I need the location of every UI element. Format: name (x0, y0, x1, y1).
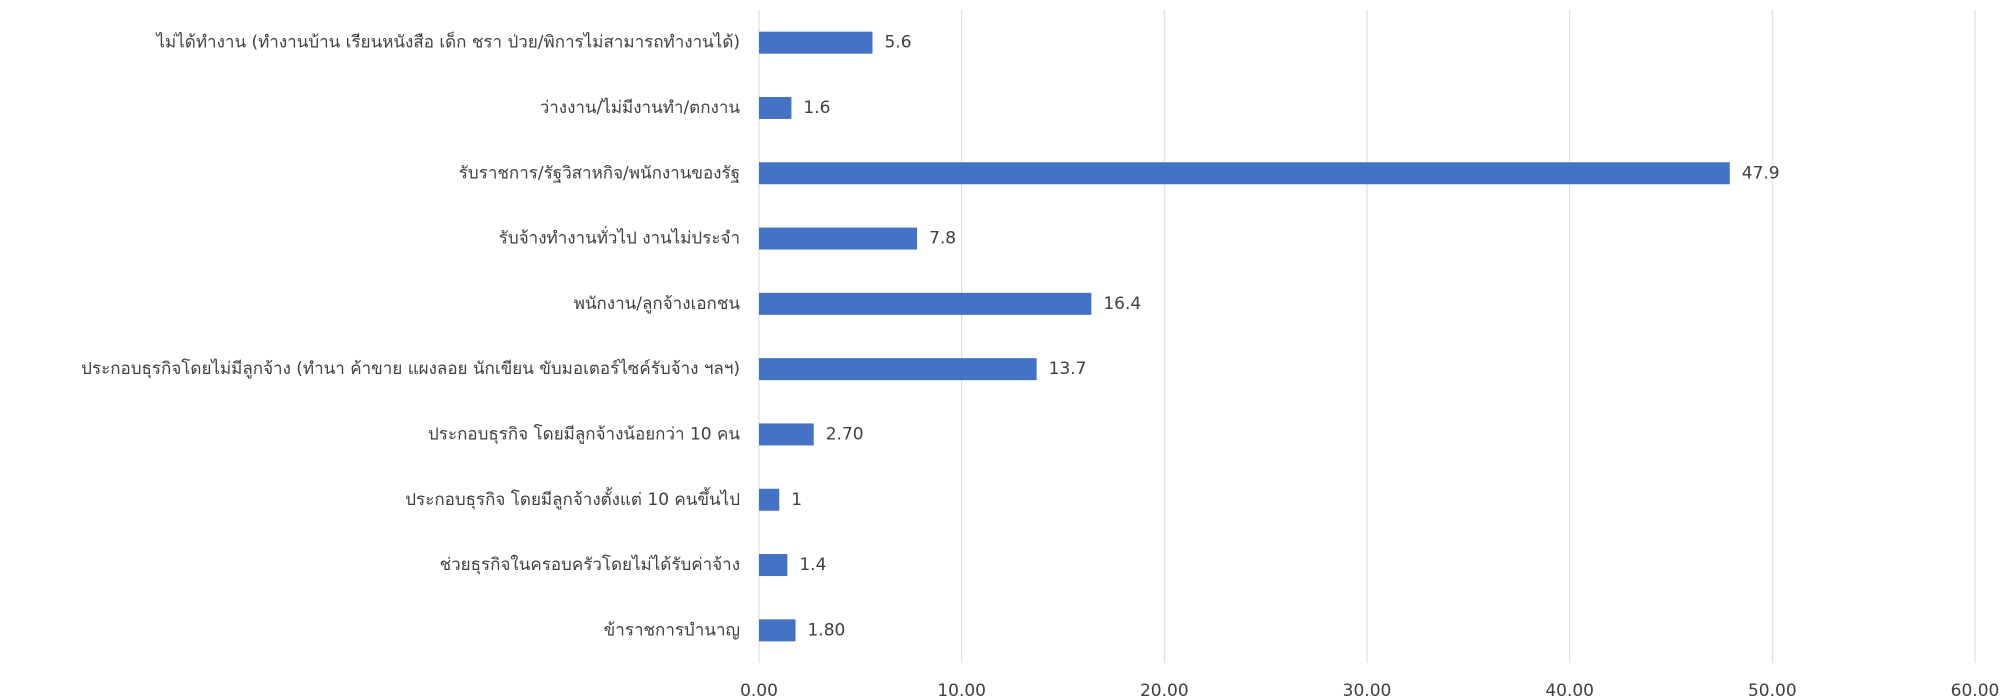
y-tick-label: รับราชการ/รัฐวิสาหกิจ/พนักงานของรัฐ (459, 163, 740, 183)
bar (759, 227, 918, 250)
x-tick-label: 60.00 (1951, 681, 2000, 697)
y-tick-label: ช่วยธุรกิจในครอบครัวโดยไม่ได้รับค่าจ้าง (440, 554, 740, 575)
data-label: 1.80 (807, 620, 845, 640)
bar (759, 292, 1092, 315)
data-label: 1 (791, 490, 802, 510)
y-tick-label: ประกอบธุรกิจ โดยมีลูกจ้างตั้งแต่ 10 คนขึ… (405, 487, 740, 510)
data-label: 7.8 (929, 229, 956, 249)
x-tick-label: 0.00 (740, 681, 778, 697)
bar (759, 554, 788, 577)
data-label: 47.9 (1742, 163, 1780, 183)
bar (759, 488, 780, 511)
y-tick-label: ประกอบธุรกิจ โดยมีลูกจ้างน้อยกว่า 10 คน (428, 423, 740, 444)
bar (759, 162, 1730, 185)
y-tick-label: ไม่ได้ทำงาน (ทำงานบ้าน เรียนหนังสือ เด็ก… (155, 31, 741, 53)
y-tick-label: รับจ้างทำงานทั่วไป งานไม่ประจำ (499, 226, 740, 249)
data-label: 16.4 (1103, 294, 1141, 314)
bar (759, 31, 873, 54)
y-tick-label: พนักงาน/ลูกจ้างเอกชน (574, 294, 741, 314)
data-label: 5.6 (884, 33, 911, 53)
x-tick-label: 30.00 (1343, 681, 1392, 697)
bar (759, 358, 1037, 381)
data-label: 1.4 (799, 555, 826, 575)
data-label: 1.6 (803, 98, 830, 118)
data-label: 13.7 (1049, 359, 1087, 379)
x-tick-label: 10.00 (937, 681, 986, 697)
y-tick-label: ประกอบธุรกิจโดยไม่มีลูกจ้าง (ทำนา ค้าขาย… (81, 358, 740, 379)
data-label: 2.70 (826, 424, 864, 444)
y-tick-label: ว่างงาน/ไม่มีงานทำ/ตกงาน (540, 97, 741, 118)
bar (759, 619, 796, 642)
x-tick-label: 20.00 (1140, 681, 1189, 697)
bar (759, 96, 792, 119)
y-tick-label: ข้าราชการบำนาญ (604, 620, 740, 640)
x-tick-label: 40.00 (1545, 681, 1594, 697)
bar (759, 423, 814, 446)
x-tick-label: 50.00 (1748, 681, 1797, 697)
